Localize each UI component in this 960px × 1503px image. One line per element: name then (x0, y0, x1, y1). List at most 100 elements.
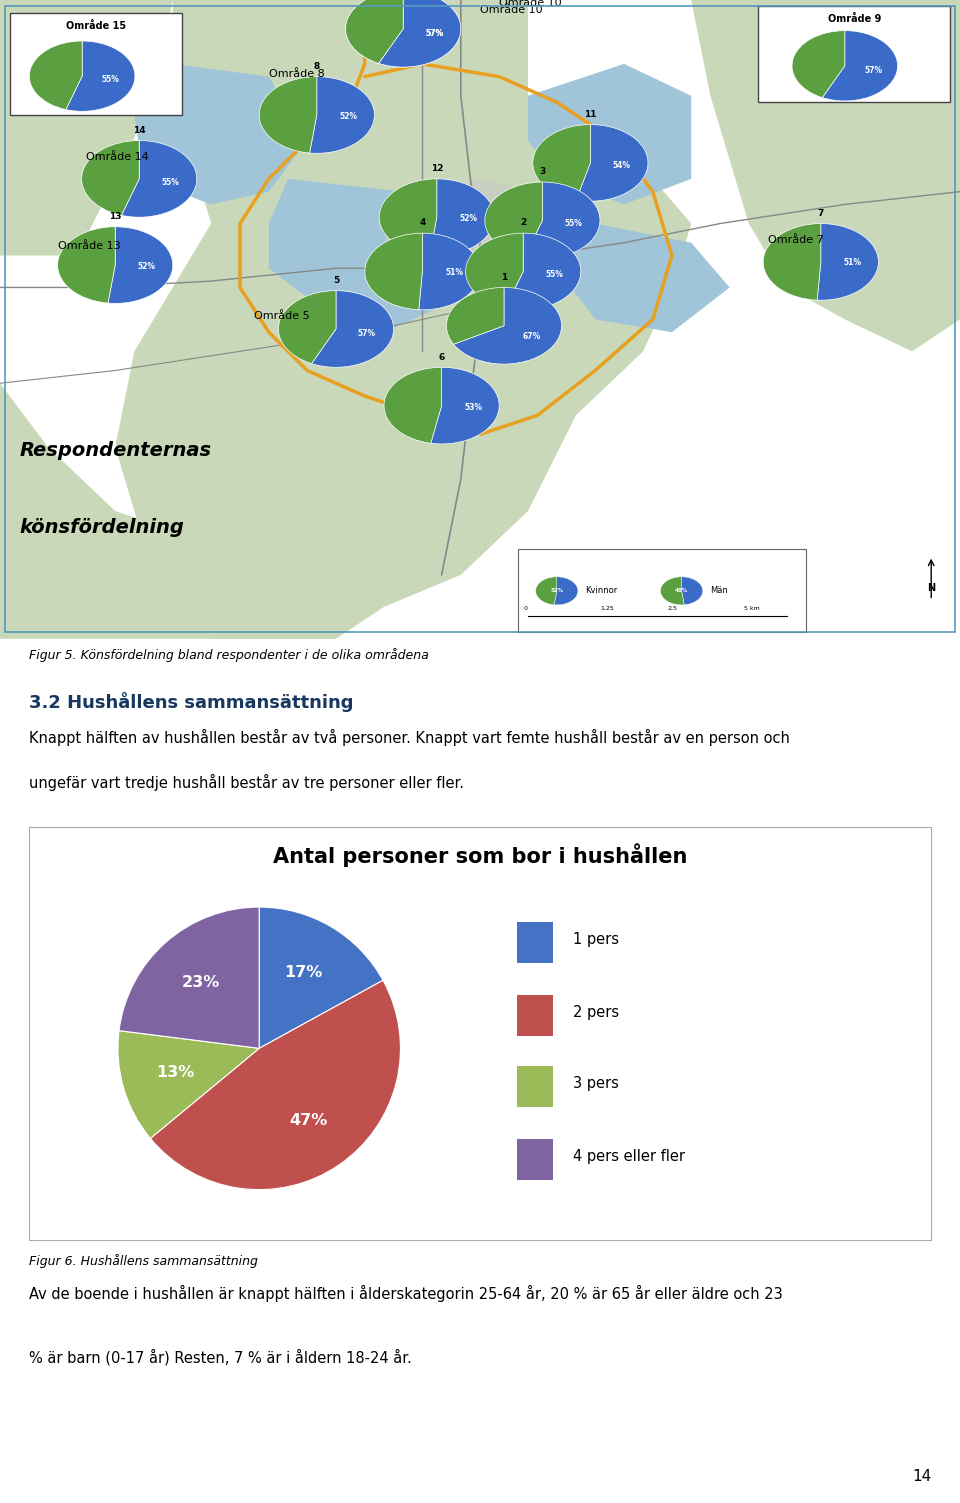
Wedge shape (119, 906, 259, 1049)
Text: 17%: 17% (285, 965, 323, 980)
Wedge shape (682, 577, 703, 604)
Wedge shape (379, 179, 437, 256)
Text: 57%: 57% (425, 29, 444, 38)
Text: Knappt hälften av hushållen består av två personer. Knappt vart femte hushåll be: Knappt hälften av hushållen består av tv… (29, 729, 790, 745)
Wedge shape (505, 233, 581, 310)
Text: 57%: 57% (425, 29, 444, 38)
Text: Av de boende i hushållen är knappt hälften i ålderskategorin 25-64 år, 20 % är 6: Av de boende i hushållen är knappt hälft… (29, 1285, 782, 1302)
Wedge shape (823, 30, 898, 101)
Text: Område 10: Område 10 (480, 5, 542, 15)
Text: 52%: 52% (550, 588, 564, 594)
Polygon shape (384, 179, 557, 307)
Wedge shape (763, 224, 821, 301)
Text: 51%: 51% (844, 259, 861, 268)
Wedge shape (431, 367, 499, 443)
FancyBboxPatch shape (516, 1139, 553, 1180)
Text: Område 14: Område 14 (86, 152, 149, 162)
Polygon shape (691, 0, 960, 352)
Text: 51%: 51% (445, 268, 463, 277)
Wedge shape (309, 77, 374, 153)
Text: 55%: 55% (564, 219, 583, 228)
Text: 0: 0 (523, 606, 527, 612)
Text: 47%: 47% (289, 1114, 327, 1129)
Text: 5: 5 (333, 277, 339, 286)
Wedge shape (419, 233, 480, 310)
FancyBboxPatch shape (10, 12, 182, 114)
Text: 57%: 57% (864, 66, 882, 75)
Wedge shape (792, 30, 845, 98)
Wedge shape (429, 179, 494, 256)
Text: 55%: 55% (102, 75, 120, 84)
Wedge shape (346, 0, 403, 63)
Wedge shape (58, 227, 115, 304)
Text: 57%: 57% (358, 329, 376, 338)
Text: N: N (927, 583, 935, 592)
Text: 1,25: 1,25 (600, 606, 613, 612)
Text: 2 pers: 2 pers (573, 1006, 619, 1021)
Wedge shape (311, 290, 394, 367)
Wedge shape (346, 0, 403, 63)
Wedge shape (259, 77, 317, 153)
Text: 3.2 Hushållens sammansättning: 3.2 Hushållens sammansättning (29, 691, 353, 712)
Wedge shape (466, 233, 523, 308)
Wedge shape (278, 290, 336, 364)
Wedge shape (817, 224, 878, 301)
Wedge shape (453, 287, 562, 364)
Text: 5 km: 5 km (744, 606, 759, 612)
Wedge shape (576, 125, 648, 201)
Text: 3 pers: 3 pers (573, 1076, 619, 1091)
Text: 11: 11 (584, 110, 597, 119)
Text: 23%: 23% (182, 975, 221, 990)
Text: 3: 3 (540, 167, 545, 176)
FancyBboxPatch shape (516, 1066, 553, 1106)
Text: 14: 14 (132, 126, 146, 135)
Wedge shape (108, 227, 173, 304)
Wedge shape (365, 233, 422, 310)
Text: Område 15: Område 15 (66, 21, 126, 30)
Polygon shape (269, 179, 461, 332)
Text: 13%: 13% (156, 1066, 194, 1081)
Wedge shape (533, 125, 590, 200)
Text: 4: 4 (420, 218, 425, 227)
Polygon shape (528, 63, 691, 204)
Polygon shape (0, 0, 173, 256)
Text: Respondenternas: Respondenternas (19, 440, 211, 460)
Text: Område 10: Område 10 (499, 0, 562, 9)
Wedge shape (118, 1031, 259, 1138)
Text: Figur 5. Könsfördelning bland respondenter i de olika områdena: Figur 5. Könsfördelning bland respondent… (29, 648, 428, 663)
Text: 2: 2 (520, 218, 526, 227)
Text: 2,5: 2,5 (667, 606, 677, 612)
Text: 4 pers eller fler: 4 pers eller fler (573, 1148, 685, 1163)
Text: 6: 6 (439, 353, 444, 362)
Text: 55%: 55% (161, 177, 180, 186)
Text: 52%: 52% (340, 111, 357, 120)
Text: 8: 8 (314, 62, 320, 71)
Wedge shape (378, 0, 461, 68)
Polygon shape (557, 224, 730, 332)
Wedge shape (554, 577, 578, 604)
Wedge shape (259, 906, 383, 1049)
Wedge shape (446, 287, 504, 344)
Text: 13: 13 (108, 212, 122, 221)
Text: Kvinnor: Kvinnor (586, 586, 618, 595)
Text: Område 8: Område 8 (269, 69, 324, 78)
Text: % är barn (0-17 år) Resten, 7 % är i åldern 18-24 år.: % är barn (0-17 år) Resten, 7 % är i åld… (29, 1350, 412, 1365)
FancyBboxPatch shape (518, 550, 806, 633)
Text: Område 9: Område 9 (828, 14, 881, 24)
Polygon shape (115, 0, 691, 639)
Text: Område 5: Område 5 (254, 311, 310, 322)
Text: Område 13: Område 13 (58, 240, 120, 251)
FancyBboxPatch shape (516, 995, 553, 1036)
Text: 7: 7 (818, 209, 824, 218)
Polygon shape (134, 63, 307, 204)
Text: 52%: 52% (460, 213, 477, 222)
Wedge shape (384, 367, 442, 443)
Text: 67%: 67% (522, 332, 540, 341)
Text: ungefär vart tredje hushåll består av tre personer eller fler.: ungefär vart tredje hushåll består av tr… (29, 774, 464, 792)
Wedge shape (660, 577, 684, 604)
Wedge shape (524, 182, 600, 259)
Text: könsfördelning: könsfördelning (19, 517, 184, 537)
Wedge shape (30, 41, 83, 110)
Text: 53%: 53% (464, 403, 482, 412)
Text: 52%: 52% (138, 262, 156, 271)
